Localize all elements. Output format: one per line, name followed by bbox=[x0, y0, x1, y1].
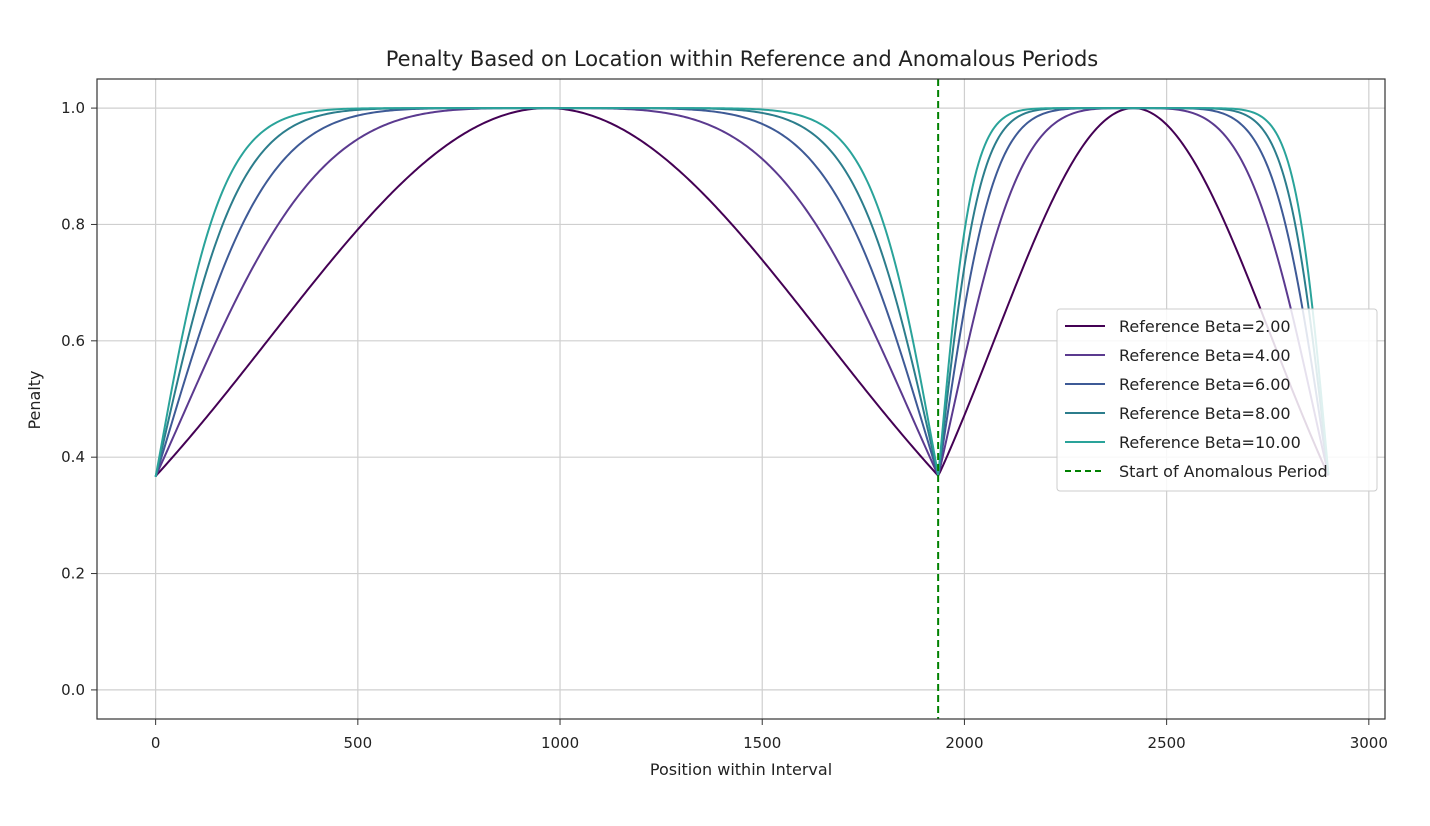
y-axis-ticks: 0.0 0.2 0.4 0.6 0.8 1.0 bbox=[61, 99, 97, 699]
x-tick-label-3: 1500 bbox=[743, 734, 781, 752]
legend-box bbox=[1056, 308, 1378, 492]
x-tick-label-6: 3000 bbox=[1350, 734, 1388, 752]
x-tick-label-1: 500 bbox=[344, 734, 373, 752]
x-tick-label-0: 0 bbox=[151, 734, 161, 752]
series-lines bbox=[154, 107, 1330, 479]
legend-label-2: Reference Beta=6.00 bbox=[1119, 375, 1291, 394]
x-axis-label: Position within Interval bbox=[650, 760, 832, 779]
x-axis-ticks: 0 500 1000 1500 2000 2500 3000 bbox=[151, 719, 1388, 752]
y-tick-label-0: 0.0 bbox=[61, 681, 85, 699]
y-tick-label-4: 0.8 bbox=[61, 215, 85, 233]
x-tick-label-5: 2500 bbox=[1148, 734, 1186, 752]
legend: Reference Beta=2.00 Reference Beta=4.00 Re… bbox=[1056, 308, 1378, 492]
series-line-4 bbox=[154, 107, 1330, 478]
legend-label-0: Reference Beta=2.00 bbox=[1119, 317, 1291, 336]
y-tick-label-3: 0.6 bbox=[61, 332, 85, 350]
legend-label-3: Reference Beta=8.00 bbox=[1119, 404, 1291, 423]
legend-label-4: Reference Beta=10.00 bbox=[1119, 433, 1301, 452]
chart-title: Penalty Based on Location within Referen… bbox=[386, 47, 1099, 71]
legend-label-5: Start of Anomalous Period bbox=[1119, 462, 1328, 481]
y-tick-label-5: 1.0 bbox=[61, 99, 85, 117]
y-tick-label-2: 0.4 bbox=[61, 448, 85, 466]
legend-label-1: Reference Beta=4.00 bbox=[1119, 346, 1291, 365]
y-tick-label-1: 0.2 bbox=[61, 565, 85, 583]
x-tick-label-4: 2000 bbox=[945, 734, 983, 752]
plot-frame bbox=[96, 78, 1386, 720]
x-tick-label-2: 1000 bbox=[541, 734, 579, 752]
y-axis-label: Penalty bbox=[25, 370, 44, 429]
